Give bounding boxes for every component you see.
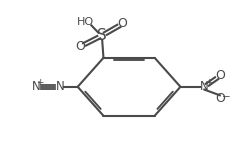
Text: O: O (118, 17, 127, 30)
Text: O: O (215, 69, 225, 82)
Text: HO: HO (77, 17, 94, 27)
Text: N: N (200, 80, 209, 93)
Text: O: O (76, 40, 86, 53)
Text: N: N (32, 80, 40, 93)
Text: N: N (55, 80, 64, 93)
Text: +: + (36, 78, 44, 87)
Text: +: + (205, 78, 212, 87)
Text: S: S (97, 28, 107, 43)
Text: −: − (222, 92, 230, 102)
Text: O: O (215, 92, 225, 105)
